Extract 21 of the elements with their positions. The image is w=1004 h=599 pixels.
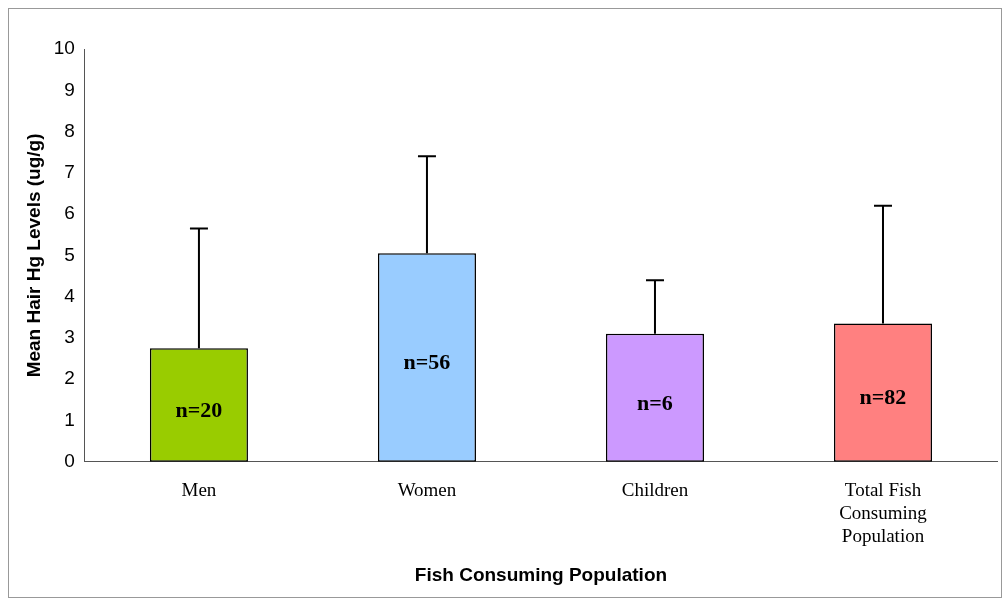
- annotation: n=20: [175, 396, 223, 422]
- annotation: n=82: [859, 384, 907, 410]
- y-tick-label: 3: [64, 326, 75, 348]
- y-tick-label: 10: [53, 37, 75, 59]
- y-tick-label: 6: [64, 202, 75, 224]
- annotation: n=6: [637, 389, 673, 415]
- y-tick-label: 9: [64, 78, 75, 100]
- y-tick-label: 4: [64, 284, 76, 306]
- x-tick-label: Men: [181, 479, 217, 501]
- y-tick-label: 2: [64, 367, 75, 389]
- y-tick-label: 7: [64, 161, 75, 183]
- x-tick-label: Total Fish Consuming Population: [839, 479, 928, 546]
- y-tick-label: 8: [64, 119, 75, 141]
- y-axis-title: Mean Hair Hg Levels (ug/g): [22, 133, 44, 378]
- x-tick-label: Women: [397, 479, 457, 501]
- annotation: n=56: [403, 349, 451, 375]
- y-tick-label: 1: [64, 408, 75, 430]
- y-tick-label: 0: [64, 450, 75, 472]
- x-tick-label: Children: [621, 479, 689, 501]
- y-tick-label: 5: [64, 243, 75, 265]
- x-axis-title: Fish Consuming Population: [414, 563, 668, 585]
